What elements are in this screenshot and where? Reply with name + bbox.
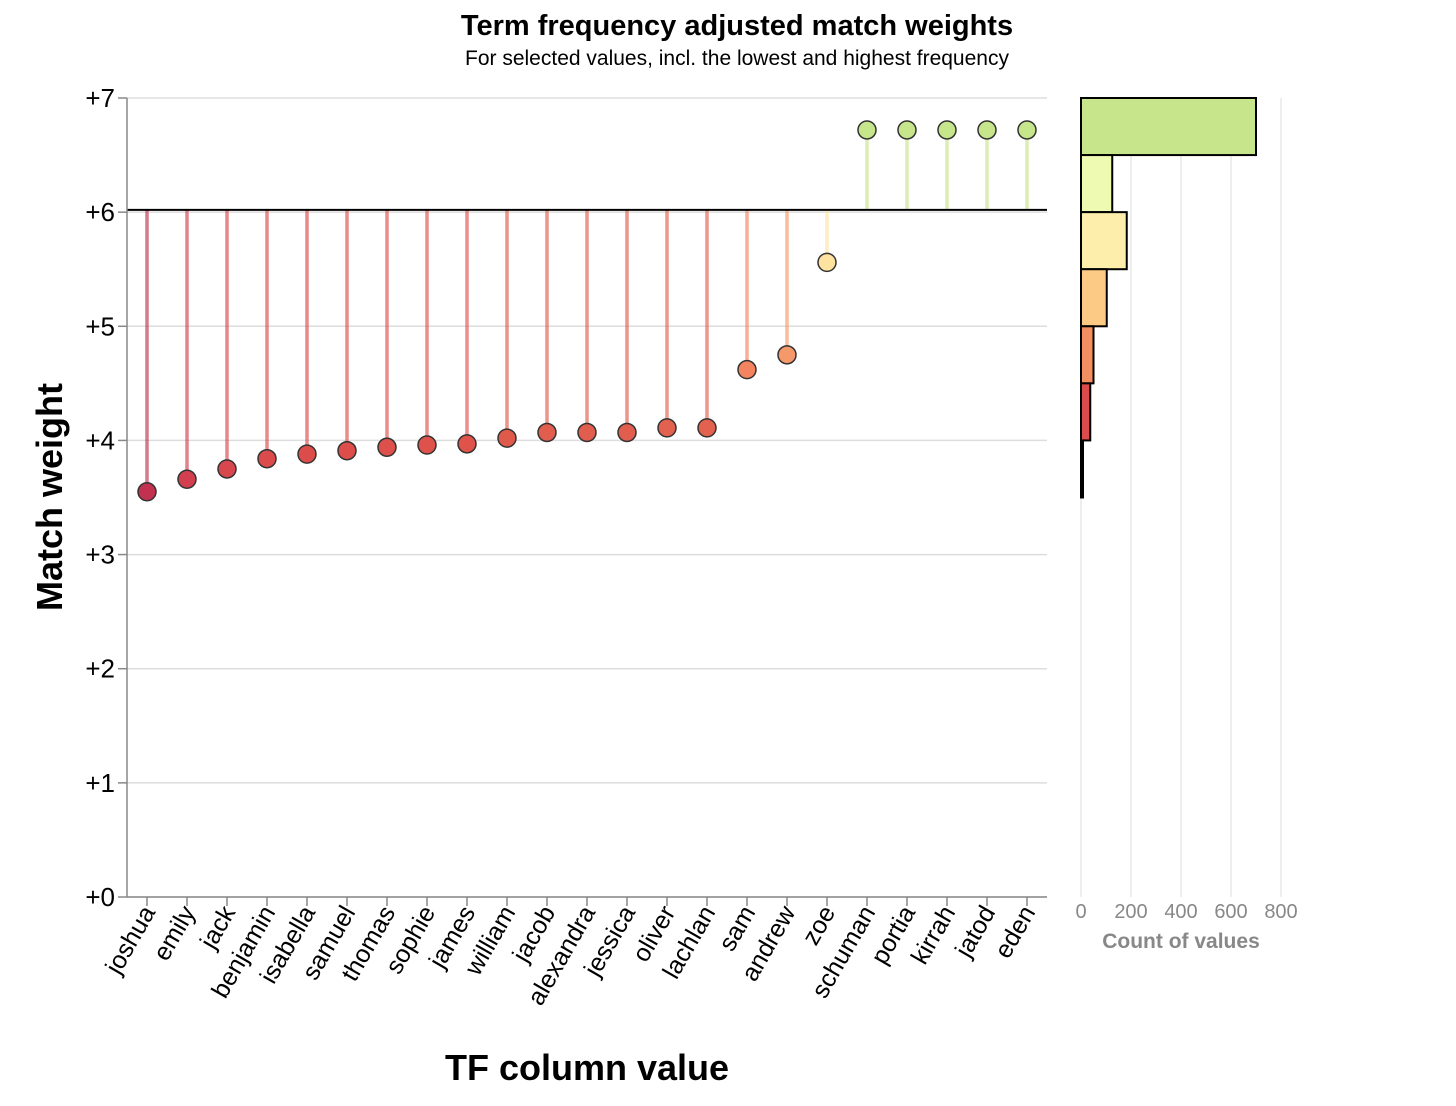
histogram-tick-label: 200 — [1114, 901, 1147, 923]
histogram-tick-label: 600 — [1214, 901, 1247, 923]
point-sam[interactable] — [737, 359, 757, 380]
histogram-bar[interactable] — [1080, 154, 1114, 214]
x-axis-title: TF column value — [445, 1047, 729, 1088]
point-jacob[interactable] — [537, 422, 557, 443]
point-eden[interactable] — [1017, 120, 1037, 140]
y-tick-label: +3 — [85, 540, 115, 570]
point-jessica[interactable] — [617, 422, 637, 443]
y-axis-ticks: +0 +1 +2 +3 +4 +5 +6 +7 — [85, 83, 127, 912]
histogram-bar[interactable] — [1080, 268, 1108, 328]
x-axis-ticks: joshuaemilyjackbenjaminisabellasamueltho… — [100, 897, 1041, 1010]
point-oliver[interactable] — [657, 418, 677, 438]
histogram-bar[interactable] — [1080, 439, 1084, 499]
point-schuman[interactable] — [857, 120, 877, 140]
point-alexandra[interactable] — [577, 422, 597, 443]
point-jatod[interactable] — [977, 120, 997, 140]
histogram-bar[interactable] — [1080, 382, 1092, 442]
histogram-bar[interactable] — [1080, 211, 1128, 271]
histogram-bars — [1080, 97, 1257, 499]
x-tick-label: joshua — [100, 901, 162, 980]
point-andrew[interactable] — [777, 345, 797, 365]
y-tick-label: +5 — [85, 311, 115, 341]
chart-title: Term frequency adjusted match weights — [461, 10, 1013, 42]
point-kirrah[interactable] — [937, 120, 957, 140]
point-james[interactable] — [457, 434, 477, 454]
point-samuel[interactable] — [337, 440, 357, 461]
y-axis-title: Match weight — [29, 383, 70, 611]
histogram-tick-label: 400 — [1164, 901, 1197, 923]
x-tick-label: emily — [148, 901, 202, 966]
point-zoe[interactable] — [817, 252, 837, 273]
y-tick-label: +1 — [85, 768, 115, 798]
y-tick-label: +6 — [85, 197, 115, 227]
y-tick-label: +4 — [85, 425, 115, 455]
y-tick-label: +2 — [85, 654, 115, 684]
histogram-tick-label: 0 — [1075, 901, 1086, 923]
point-sophie[interactable] — [417, 435, 437, 455]
x-tick-label: eden — [989, 901, 1041, 963]
point-isabella[interactable] — [297, 444, 317, 464]
point-lachlan[interactable] — [697, 418, 717, 438]
histogram-x-title: Count of values — [1102, 930, 1260, 953]
histogram-bar[interactable] — [1080, 325, 1095, 385]
histogram-bar[interactable] — [1080, 97, 1257, 157]
histogram-tick-label: 800 — [1264, 901, 1297, 923]
y-tick-label: +7 — [85, 83, 115, 113]
histogram-x-ticks: 0 200 400 600 800 — [1075, 901, 1297, 923]
point-joshua[interactable] — [137, 482, 157, 502]
point-william[interactable] — [497, 428, 517, 448]
lollipop-points — [137, 120, 1037, 502]
point-benjamin[interactable] — [257, 448, 277, 469]
point-emily[interactable] — [177, 469, 197, 489]
x-tick-label: jatod — [949, 901, 1001, 963]
point-thomas[interactable] — [377, 437, 397, 458]
y-tick-label: +0 — [85, 882, 115, 912]
point-portia[interactable] — [897, 120, 917, 140]
chart-subtitle: For selected values, incl. the lowest an… — [465, 47, 1009, 70]
point-jack[interactable] — [217, 459, 237, 479]
lollipop-stems — [145, 129, 1029, 492]
